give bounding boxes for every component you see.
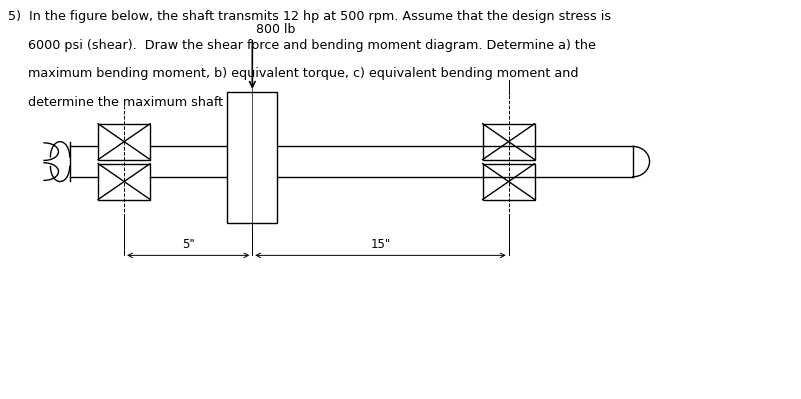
Text: 6000 psi (shear).  Draw the shear force and bending moment diagram. Determine a): 6000 psi (shear). Draw the shear force a… <box>8 39 596 52</box>
Text: 5": 5" <box>182 237 195 251</box>
Text: determine the maximum shaft size.: determine the maximum shaft size. <box>8 96 256 109</box>
Polygon shape <box>227 92 277 223</box>
Text: 5)  In the figure below, the shaft transmits 12 hp at 500 rpm. Assume that the d: 5) In the figure below, the shaft transm… <box>8 10 611 23</box>
Text: maximum bending moment, b) equivalent torque, c) equivalent bending moment and: maximum bending moment, b) equivalent to… <box>8 67 578 81</box>
Text: 15": 15" <box>370 237 391 251</box>
Text: 800 lb: 800 lb <box>256 23 296 36</box>
